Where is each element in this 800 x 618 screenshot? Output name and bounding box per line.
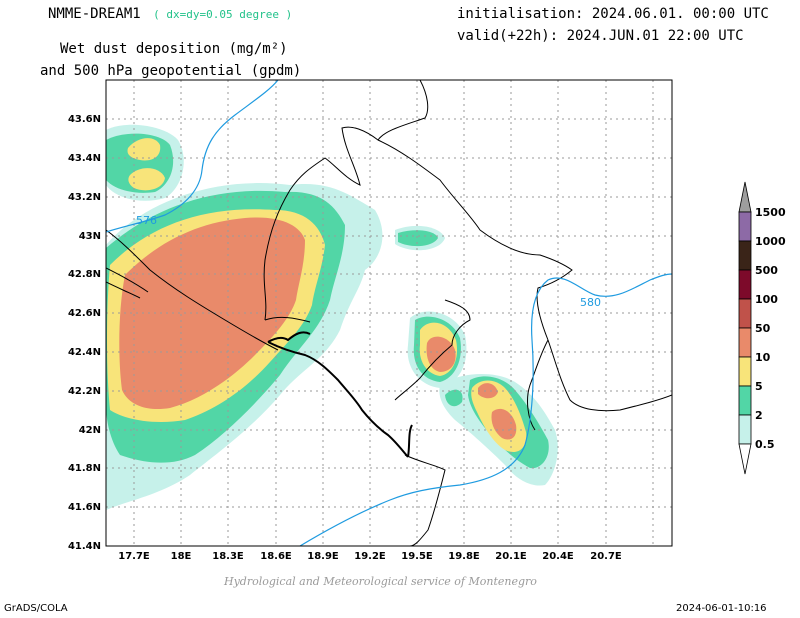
lon-labels: 17.7E 18E 18.3E 18.6E 18.9E 19.2E 19.5E …	[118, 551, 622, 562]
dust-field	[106, 124, 558, 511]
legend-swatch	[738, 181, 752, 213]
lat-label: 41.6N	[68, 502, 101, 513]
lon-label: 19.2E	[354, 551, 386, 562]
legend-label: 500	[755, 264, 778, 277]
legend-swatch	[738, 356, 752, 387]
lon-label: 20.4E	[542, 551, 574, 562]
lon-label: 17.7E	[118, 551, 150, 562]
model-name: NMME-DREAM1 ( dx=dy=0.05 degree )	[48, 6, 292, 22]
legend-label: 0.5	[755, 438, 775, 451]
legend-label: 1000	[755, 235, 786, 248]
lon-label: 20.1E	[495, 551, 527, 562]
geopotential-contours	[106, 80, 672, 546]
lat-label: 42.2N	[68, 386, 101, 397]
model-name-text: NMME-DREAM1	[48, 6, 141, 22]
lat-label: 43N	[79, 231, 101, 242]
valid-time: valid(+22h): 2024.JUN.01 22:00 UTC	[457, 28, 744, 44]
generation-timestamp: 2024-06-01-10:16	[676, 603, 767, 614]
software-label: GrADS/COLA	[4, 603, 68, 614]
lon-label: 19.5E	[401, 551, 433, 562]
map-frame	[105, 79, 673, 547]
lon-label: 18E	[171, 551, 192, 562]
country-borders	[106, 80, 672, 546]
contour-label-576: 576	[136, 214, 157, 227]
lat-label: 42.4N	[68, 347, 101, 358]
lat-label: 42.6N	[68, 308, 101, 319]
legend-label: 1500	[755, 206, 786, 219]
lat-labels: 43.6N 43.4N 43.2N 43N 42.8N 42.6N 42.4N …	[68, 114, 101, 552]
lon-label: 18.9E	[307, 551, 339, 562]
coastline	[267, 331, 413, 458]
lon-label: 19.8E	[448, 551, 480, 562]
lat-label: 41.8N	[68, 463, 101, 474]
credit-text: Hydrological and Meteorological service …	[224, 575, 537, 588]
lon-label: 18.6E	[260, 551, 292, 562]
legend-colorbar	[738, 181, 752, 475]
map-title-line2: and 500 hPa geopotential (gpdm)	[40, 63, 302, 79]
contour-label-580: 580	[580, 296, 601, 309]
map-title-line1: Wet dust deposition (mg/m²)	[60, 41, 288, 57]
legend-label: 5	[755, 380, 763, 393]
legend-swatch	[738, 385, 752, 416]
lat-label: 42N	[79, 425, 101, 436]
legend-swatch	[738, 327, 752, 358]
lat-label: 41.4N	[68, 541, 101, 552]
model-resolution: ( dx=dy=0.05 degree )	[153, 8, 293, 21]
lat-label: 43.4N	[68, 153, 101, 164]
legend-swatch	[738, 269, 752, 300]
lat-label: 43.6N	[68, 114, 101, 125]
map-grid	[106, 80, 672, 546]
legend-swatch	[738, 443, 752, 475]
legend-label: 50	[755, 322, 771, 335]
lon-label: 20.7E	[590, 551, 622, 562]
lat-label: 43.2N	[68, 192, 101, 203]
lon-label: 18.3E	[212, 551, 244, 562]
legend-label: 100	[755, 293, 778, 306]
lat-label: 42.8N	[68, 269, 101, 280]
legend-swatch	[738, 298, 752, 329]
legend-swatch	[738, 414, 752, 445]
legend-labels: 1500 1000 500 100 50 10 5 2 0.5	[755, 206, 786, 451]
init-time: initialisation: 2024.06.01. 00:00 UTC	[457, 6, 769, 22]
legend-swatch	[738, 240, 752, 271]
legend-label: 2	[755, 409, 763, 422]
legend-swatch	[738, 211, 752, 242]
legend-label: 10	[755, 351, 771, 364]
